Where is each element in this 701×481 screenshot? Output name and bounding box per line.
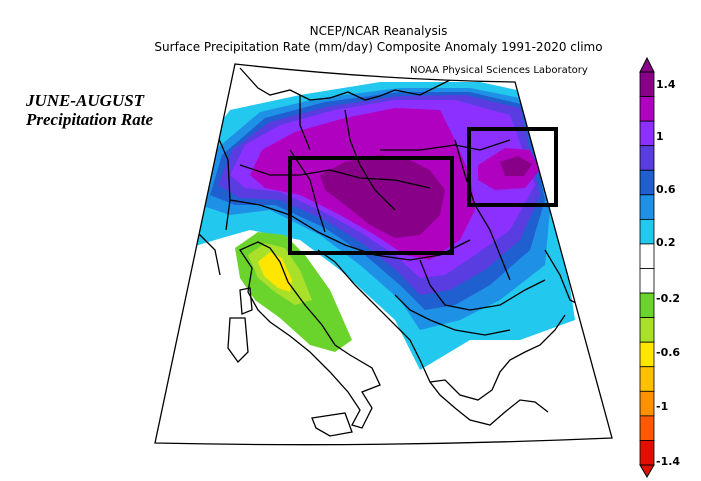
colorbar-swatch xyxy=(639,194,655,220)
anomaly-band-neg-1-0 xyxy=(258,252,292,292)
colorbar-label-1-4: 1.4 xyxy=(656,78,676,91)
central-europe-box xyxy=(288,156,454,255)
border-4 xyxy=(380,139,511,151)
credit-label: NOAA Physical Sciences Laboratory xyxy=(410,65,588,76)
colorbar-min-arrow xyxy=(639,464,655,478)
north-coast xyxy=(239,67,461,101)
colorbar-label-0-2: 0.2 xyxy=(656,236,676,249)
chart-subtitle: Surface Precipitation Rate (mm/day) Comp… xyxy=(154,40,603,54)
colorbar-swatch xyxy=(639,169,655,196)
colorbar-swatch xyxy=(639,390,655,417)
colorbar-swatch xyxy=(639,120,655,147)
colorbar-label-neg-1: -1 xyxy=(656,400,669,413)
border-10 xyxy=(214,129,231,231)
map-domain-outline xyxy=(154,63,613,446)
border-7 xyxy=(394,294,511,336)
colorbar-swatch xyxy=(639,268,655,294)
border-1 xyxy=(229,199,471,261)
corsica-coast xyxy=(239,287,253,315)
colorbar-swatch xyxy=(639,317,655,343)
colorbar-swatch xyxy=(639,96,655,122)
season-label: JUNE-AUGUST xyxy=(26,91,145,110)
colorbar-swatch xyxy=(639,292,655,319)
greece-coast xyxy=(429,314,566,401)
colorbar-label-neg-0-2: -0.2 xyxy=(656,292,681,305)
colorbar-swatch xyxy=(639,145,655,171)
italy-coast xyxy=(239,241,381,429)
border-9 xyxy=(299,95,311,151)
colorbar-label-neg-1-4: -1.4 xyxy=(656,455,681,468)
chart-title: NCEP/NCAR Reanalysis xyxy=(309,24,448,38)
border-3 xyxy=(344,109,396,211)
colorbar xyxy=(639,56,655,478)
colorbar-label-0-6: 0.6 xyxy=(656,183,676,196)
colorbar-max-arrow xyxy=(639,56,655,73)
variable-label: Precipitation Rate xyxy=(26,110,154,129)
colorbar-label-neg-0-6: -0.6 xyxy=(656,346,681,359)
colorbar-swatch xyxy=(639,366,655,392)
eastern-europe-box xyxy=(467,127,558,207)
border-2 xyxy=(289,149,326,233)
border-6 xyxy=(419,259,546,311)
sardinia-coast xyxy=(227,317,249,364)
colorbar-swatch xyxy=(639,440,655,466)
balkan-coast xyxy=(317,249,549,426)
colorbar-swatch xyxy=(639,415,655,441)
colorbar-swatch xyxy=(639,341,655,368)
colorbar-swatch xyxy=(639,71,655,97)
anomaly-shading xyxy=(182,82,575,370)
colorbar-swatch xyxy=(639,218,655,245)
sicily-coast xyxy=(311,412,353,437)
anomaly-band-east-core xyxy=(500,156,532,176)
colorbar-swatch xyxy=(639,243,655,269)
border-8 xyxy=(454,139,511,281)
border-5 xyxy=(239,164,431,189)
coastlines xyxy=(159,67,612,437)
colorbar-label-1: 1 xyxy=(656,130,664,143)
